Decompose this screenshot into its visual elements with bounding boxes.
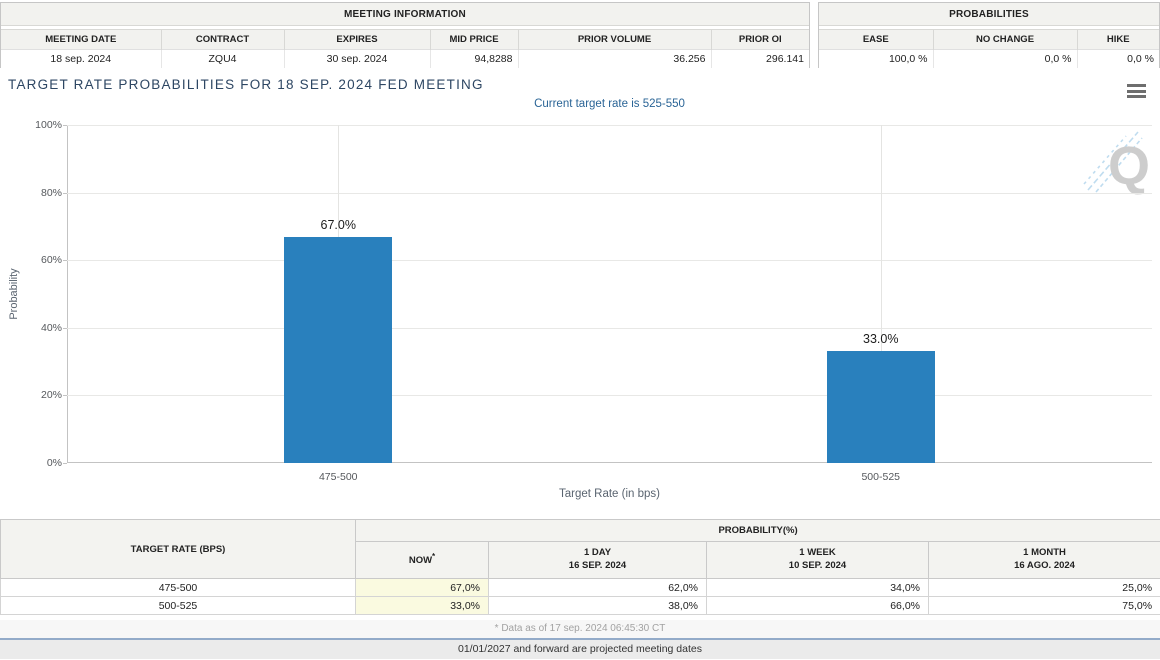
y-tick-label: 60% [40, 254, 62, 267]
y-tick-label: 80% [40, 186, 62, 199]
y-tick [63, 327, 67, 329]
plot-area [67, 125, 1152, 463]
col-ease: EASE [819, 29, 933, 50]
week-prob-500-525: 66,0% [706, 596, 929, 615]
meeting-information-table: MEETING DATE CONTRACT EXPIRES MID PRICE … [1, 29, 809, 68]
quikstrike-watermark-icon: Q [1083, 131, 1150, 196]
blue-divider [0, 638, 1160, 640]
no-change-value: 0,0 % [932, 49, 1077, 68]
h-gridline [67, 192, 1152, 194]
h-gridline [67, 260, 1152, 262]
h-gridline [67, 395, 1152, 397]
meeting-date-value: 18 sep. 2024 [1, 49, 161, 68]
bar-value-label: 67.0% [320, 217, 356, 232]
y-tick [63, 463, 67, 464]
projected-dates-note: 01/01/2027 and forward are projected mee… [0, 640, 1160, 659]
chart-title: TARGET RATE PROBABILITIES FOR 18 SEP. 20… [8, 77, 484, 92]
top-panels: MEETING INFORMATION MEETING DATE CONTRAC… [0, 2, 1160, 70]
header-1-month: 1 MONTH 16 AGO. 2024 [927, 541, 1160, 579]
col-no-change: NO CHANGE [932, 29, 1077, 50]
mid-price-value: 94,8288 [429, 49, 518, 68]
prior-volume-value: 36.256 [517, 49, 711, 68]
header-1-week: 1 WEEK 10 SEP. 2024 [706, 541, 929, 579]
contract-value: ZQU4 [160, 49, 284, 68]
bar-value-label: 33.0% [863, 332, 899, 347]
col-mid-price: MID PRICE [429, 29, 518, 50]
header-1-day: 1 DAY 16 SEP. 2024 [488, 541, 707, 579]
expires-value: 30 sep. 2024 [283, 49, 430, 68]
probabilities-panel: PROBABILITIES EASE NO CHANGE HIKE 100,0 … [818, 2, 1160, 70]
meeting-information-panel: MEETING INFORMATION MEETING DATE CONTRAC… [0, 2, 810, 70]
header-now: NOW* [355, 541, 489, 579]
table-row: 475-500 67,0% 62,0% 34,0% 25,0% [0, 578, 1160, 597]
y-tick-label: 20% [40, 389, 62, 402]
day-prob-500-525: 38,0% [488, 596, 707, 615]
month-prob-475-500: 25,0% [927, 578, 1160, 597]
probabilities-title: PROBABILITIES [819, 3, 1159, 26]
y-tick [63, 260, 67, 262]
probabilities-table: EASE NO CHANGE HIKE 100,0 % 0,0 % 0,0 % [819, 29, 1159, 68]
data-as-of-note: * Data as of 17 sep. 2024 06:45:30 CT [0, 620, 1160, 638]
hike-value: 0,0 % [1076, 49, 1159, 68]
month-prob-500-525: 75,0% [927, 596, 1160, 615]
prior-oi-value: 296.141 [710, 49, 809, 68]
v-gridline [880, 125, 882, 463]
now-prob-475-500: 67,0% [355, 578, 489, 597]
rate-500-525: 500-525 [0, 596, 356, 615]
col-prior-oi: PRIOR OI [710, 29, 809, 50]
y-tick-label: 0% [46, 457, 62, 469]
probability-bar-500-525[interactable] [826, 351, 935, 463]
probability-bar-475-500[interactable] [284, 236, 393, 463]
day-prob-475-500: 62,0% [488, 578, 707, 597]
col-meeting-date: MEETING DATE [1, 29, 161, 50]
week-prob-475-500: 34,0% [706, 578, 929, 597]
chart-section: TARGET RATE PROBABILITIES FOR 18 SEP. 20… [0, 68, 1160, 518]
header-target-rate-bps: TARGET RATE (BPS) [0, 519, 356, 579]
history-table: TARGET RATE (BPS) PROBABILITY(%) NOW* 1 … [0, 519, 1160, 615]
x-tick-label: 500-525 [861, 471, 901, 483]
y-axis-title: Probability [8, 268, 20, 320]
svg-text:Q: Q [1108, 136, 1150, 196]
meeting-information-title: MEETING INFORMATION [1, 3, 809, 26]
y-tick-label: 100% [35, 119, 62, 131]
hamburger-menu-icon[interactable] [1127, 84, 1146, 101]
rate-475-500: 475-500 [0, 578, 356, 597]
col-contract: CONTRACT [160, 29, 284, 50]
y-tick-label: 40% [40, 321, 62, 334]
y-tick [63, 395, 67, 397]
ease-value: 100,0 % [819, 49, 933, 68]
history-table-section: TARGET RATE (BPS) PROBABILITY(%) NOW* 1 … [0, 519, 1160, 615]
y-tick [63, 192, 67, 194]
x-axis-title: Target Rate (in bps) [559, 488, 660, 500]
h-gridline [67, 327, 1152, 329]
col-hike: HIKE [1076, 29, 1159, 50]
x-tick-label: 475-500 [318, 471, 358, 483]
table-row: 500-525 33,0% 38,0% 66,0% 75,0% [0, 596, 1160, 615]
y-tick [63, 125, 67, 126]
header-probability-group: PROBABILITY(%) [354, 519, 1160, 542]
now-prob-500-525: 33,0% [355, 596, 489, 615]
col-prior-volume: PRIOR VOLUME [517, 29, 711, 50]
col-expires: EXPIRES [283, 29, 430, 50]
chart-subtitle: Current target rate is 525-550 [534, 98, 685, 110]
now-asterisk: * [432, 552, 436, 562]
h-gridline [67, 125, 1152, 126]
